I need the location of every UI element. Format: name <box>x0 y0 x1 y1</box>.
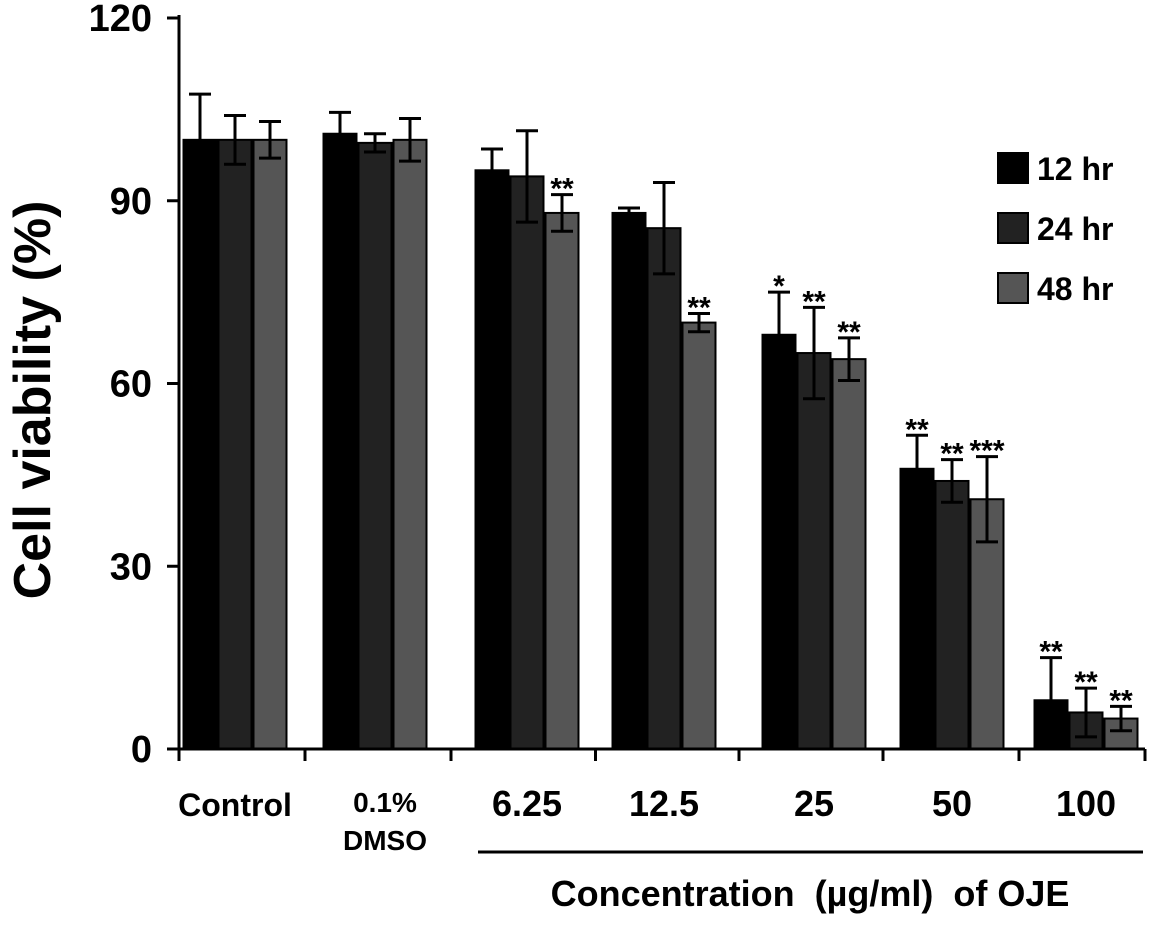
bar <box>934 479 970 750</box>
bar <box>761 333 797 750</box>
legend-label: 24 hr <box>1037 211 1113 247</box>
x-tick-label: 25 <box>794 783 834 824</box>
bar <box>509 175 545 750</box>
legend: 12 hr 24 hr 48 hr <box>997 151 1113 307</box>
y-tick-label: 0 <box>131 729 152 771</box>
x-tick-label: 100 <box>1056 783 1116 824</box>
labels-layer: 0 30 60 90 120 Control 0.1% DMSO 6.25 12.5 25 50 100 <box>89 0 1116 856</box>
bar <box>217 138 253 751</box>
significance-annotation: ** <box>837 316 861 349</box>
bar <box>899 467 935 750</box>
significance-annotation: * <box>773 270 785 303</box>
bar <box>182 138 218 751</box>
bar <box>646 227 682 751</box>
y-tick-label: 30 <box>110 546 152 588</box>
y-tick-label: 60 <box>110 364 152 406</box>
bar <box>252 138 288 751</box>
bar <box>322 132 358 751</box>
significance-annotation: ** <box>905 413 929 446</box>
axes-layer <box>167 15 1147 854</box>
x-tick-label: 0.1% <box>353 787 417 818</box>
significance-annotation: ** <box>802 285 826 318</box>
x-tick-label: Control <box>178 787 292 823</box>
significance-annotation: ** <box>687 291 711 324</box>
legend-swatch <box>997 272 1029 304</box>
bar <box>392 138 428 751</box>
y-tick-label: 120 <box>89 0 152 40</box>
x-tick-label: DMSO <box>343 825 427 856</box>
significance-annotation: ** <box>1039 636 1063 669</box>
y-axis-label: Cell viability (%) <box>4 201 62 600</box>
error-bars-layer <box>189 92 1132 745</box>
bar <box>357 141 393 751</box>
significance-annotation: ** <box>550 173 574 206</box>
legend-label: 12 hr <box>1037 151 1113 187</box>
legend-swatch <box>997 152 1029 184</box>
bar <box>611 211 647 750</box>
x-tick-label: 50 <box>932 783 972 824</box>
significance-annotation: ** <box>940 438 964 471</box>
bar <box>474 169 510 750</box>
x-tick-label: 12.5 <box>629 783 699 824</box>
significance-annotation: ** <box>1109 684 1133 717</box>
significance-annotations-layer: ********************** <box>550 173 1133 718</box>
bar <box>681 321 717 750</box>
significance-annotation: *** <box>969 435 1004 468</box>
significance-annotation: ** <box>1074 666 1098 699</box>
bar <box>796 352 832 750</box>
x-tick-label: 6.25 <box>492 783 562 824</box>
bar <box>544 211 580 750</box>
legend-label: 48 hr <box>1037 271 1113 307</box>
legend-swatch <box>997 212 1029 244</box>
x-axis-label: Concentration (µg/ml) of OJE <box>551 873 1070 914</box>
bar <box>831 358 867 750</box>
y-tick-label: 90 <box>110 181 152 223</box>
